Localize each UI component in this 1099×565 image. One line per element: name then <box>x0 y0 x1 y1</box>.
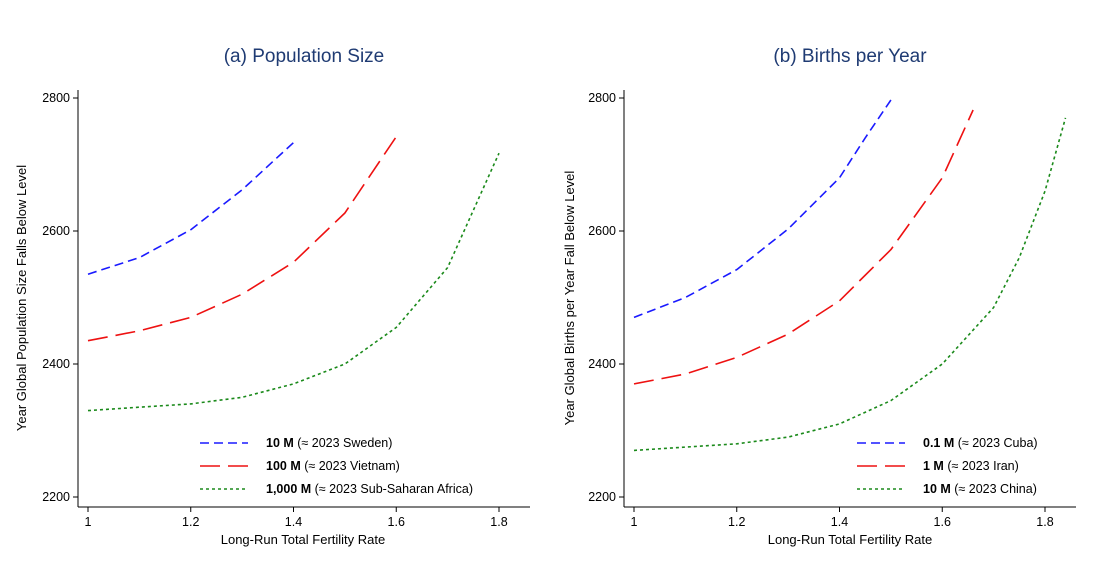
legend-entry: 100 M (≈ 2023 Vietnam) <box>266 459 400 473</box>
series-line-2 <box>633 117 1067 452</box>
chart-title: (a) Population Size <box>224 46 385 67</box>
y-tick-label: 2400 <box>588 357 616 371</box>
panel-births-per-year: (b) Births per Year 1 1.2 1.4 1.6 1.8 2200 2400… <box>562 46 1076 547</box>
x-tick-label: 1.4 <box>285 515 302 529</box>
legend-entry-ref: (≈ 2023 Vietnam) <box>301 459 400 473</box>
x-tick-label: 1.8 <box>490 515 507 529</box>
legend-entry-size: 100 M <box>266 459 301 473</box>
x-tick-label: 1.8 <box>1036 515 1053 529</box>
legend-entry-ref: (≈ 2023 Sub-Saharan Africa) <box>311 482 473 496</box>
legend: 10 M (≈ 2023 Sweden) 100 M (≈ 2023 Vietna… <box>200 436 473 496</box>
legend-entry-size: 10 M <box>266 436 294 450</box>
legend-entry: 10 M (≈ 2023 Sweden) <box>266 436 392 450</box>
y-axis-label: Year Global Population Size Falls Below … <box>14 165 29 431</box>
legend-entry: 0.1 M (≈ 2023 Cuba) <box>923 436 1038 450</box>
y-axis-label: Year Global Births per Year Fall Below L… <box>562 171 577 426</box>
y-tick-label: 2600 <box>42 224 70 238</box>
y-tick-label: 2400 <box>42 357 70 371</box>
y-tick-label: 2200 <box>588 490 616 504</box>
series-line-0 <box>87 142 295 275</box>
y-tick-label: 2800 <box>588 91 616 105</box>
legend: 0.1 M (≈ 2023 Cuba) 1 M (≈ 2023 Iran) 10 M… <box>857 436 1038 496</box>
x-tick-label: 1.2 <box>182 515 199 529</box>
legend-entry-ref: (≈ 2023 Sweden) <box>294 436 393 450</box>
series-line-1 <box>633 109 974 385</box>
legend-entry-ref: (≈ 2023 Cuba) <box>954 436 1037 450</box>
legend-entry-size: 0.1 M <box>923 436 954 450</box>
legend-entry-size: 1,000 M <box>266 482 311 496</box>
legend-entry-ref: (≈ 2023 China) <box>951 482 1037 496</box>
legend-entry-size: 1 M <box>923 459 944 473</box>
x-tick-label: 1 <box>85 515 92 529</box>
x-tick-label: 1.6 <box>388 515 405 529</box>
legend-entry: 1 M (≈ 2023 Iran) <box>923 459 1019 473</box>
x-axis-label: Long-Run Total Fertility Rate <box>768 532 933 547</box>
legend-entry-size: 10 M <box>923 482 951 496</box>
x-tick-label: 1.4 <box>831 515 848 529</box>
chart-title: (b) Births per Year <box>773 46 927 67</box>
panel-population-size: (a) Population Size 1 1.2 1.4 1.6 1.8 2200 2400… <box>14 46 530 547</box>
x-axis-label: Long-Run Total Fertility Rate <box>221 532 386 547</box>
legend-entry-ref: (≈ 2023 Iran) <box>944 459 1019 473</box>
y-tick-label: 2800 <box>42 91 70 105</box>
y-tick-label: 2200 <box>42 490 70 504</box>
x-tick-label: 1.6 <box>934 515 951 529</box>
legend-entry: 1,000 M (≈ 2023 Sub-Saharan Africa) <box>266 482 473 496</box>
x-tick-label: 1.2 <box>728 515 745 529</box>
y-tick-label: 2600 <box>588 224 616 238</box>
series-line-0 <box>633 99 892 319</box>
x-tick-label: 1 <box>631 515 638 529</box>
series-line-2 <box>87 152 500 412</box>
legend-entry: 10 M (≈ 2023 China) <box>923 482 1037 496</box>
series-line-1 <box>87 136 397 342</box>
